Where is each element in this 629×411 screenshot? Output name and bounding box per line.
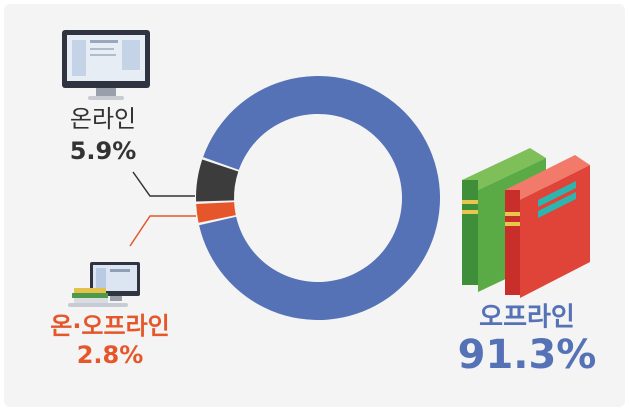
donut-segment [199, 75, 440, 320]
donut-segment [196, 202, 236, 223]
value-label: 5.9% [70, 137, 137, 165]
category-label: 오프라인 [479, 303, 575, 333]
books-icon [462, 148, 590, 298]
donut-segment [195, 159, 239, 202]
monitor-icon [62, 30, 150, 100]
value-label: 2.8% [77, 341, 144, 369]
monitor-books-icon [68, 262, 140, 307]
category-label: 온·오프라인 [50, 312, 170, 340]
category-label: 온라인 [70, 105, 136, 133]
value-label: 91.3% [458, 332, 597, 378]
leader-line [129, 215, 196, 247]
background [4, 4, 625, 407]
leader-line [132, 171, 195, 197]
